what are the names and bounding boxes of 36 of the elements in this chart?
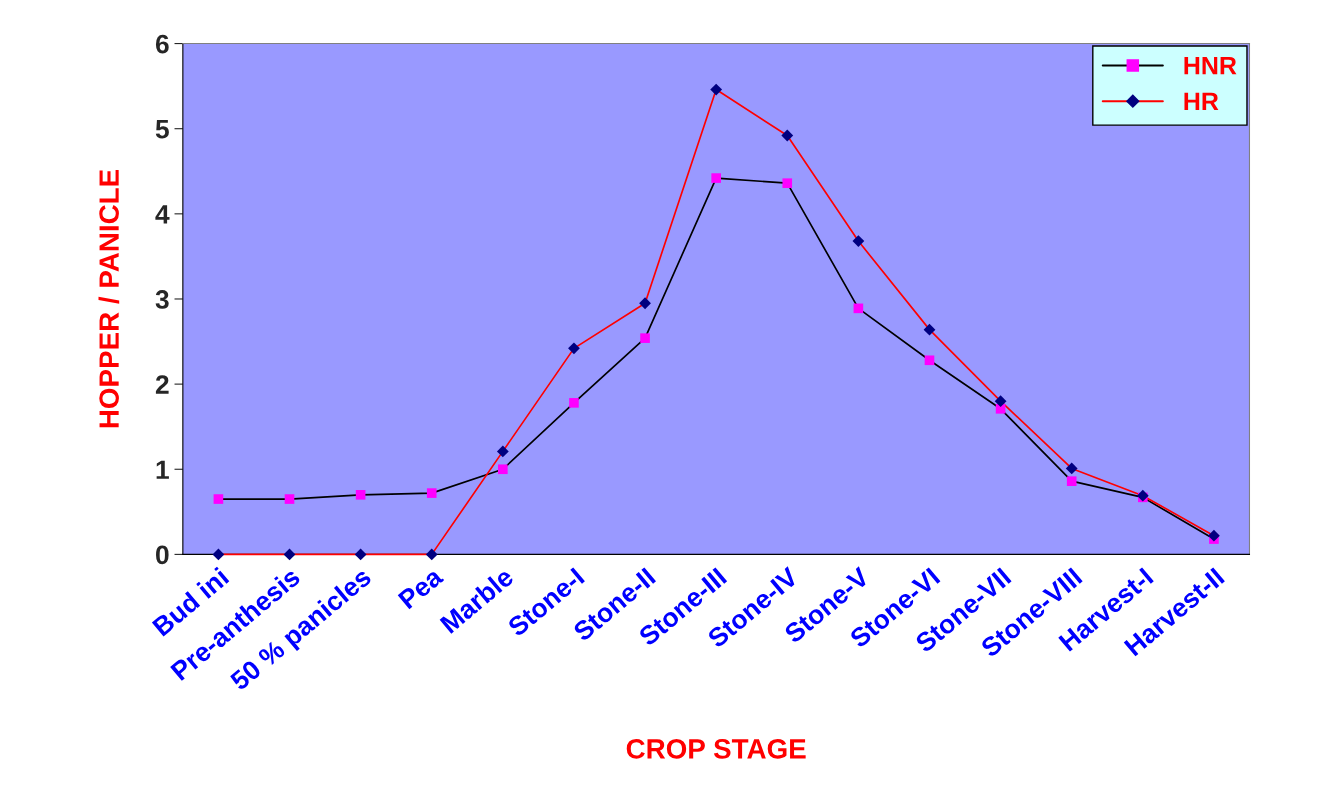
point bbox=[569, 398, 579, 408]
y-tick-label: 6 bbox=[155, 34, 169, 54]
point bbox=[711, 173, 721, 183]
point bbox=[354, 548, 367, 561]
point bbox=[924, 355, 935, 366]
point bbox=[640, 333, 650, 343]
point bbox=[568, 342, 580, 355]
point bbox=[425, 548, 438, 561]
point bbox=[639, 297, 651, 310]
point bbox=[283, 548, 296, 561]
point bbox=[212, 548, 225, 561]
y-tick-label: 5 bbox=[155, 120, 169, 139]
legend-label: HNR bbox=[1184, 56, 1237, 75]
point bbox=[852, 235, 865, 247]
point bbox=[355, 489, 366, 500]
point bbox=[710, 83, 723, 96]
y-tick-label: 2 bbox=[155, 375, 169, 394]
point bbox=[1066, 476, 1077, 486]
point bbox=[923, 323, 936, 336]
point bbox=[426, 488, 437, 498]
point bbox=[781, 129, 794, 142]
y-axis-title: HOPPER / PANICLE bbox=[98, 169, 120, 428]
point bbox=[1208, 529, 1220, 542]
point bbox=[498, 464, 508, 475]
point bbox=[782, 178, 793, 188]
y-tick-label: 1 bbox=[156, 460, 169, 479]
legend-label: HR bbox=[1184, 92, 1219, 110]
point bbox=[496, 445, 509, 458]
point bbox=[1065, 462, 1078, 475]
y-tick-label: 0 bbox=[156, 545, 169, 565]
y-tick-label: 4 bbox=[155, 205, 170, 224]
x-axis-title: CROP STAGE bbox=[626, 739, 806, 759]
y-tick-label: 3 bbox=[155, 290, 169, 309]
point bbox=[213, 494, 224, 504]
point bbox=[994, 395, 1007, 408]
point bbox=[284, 494, 295, 504]
